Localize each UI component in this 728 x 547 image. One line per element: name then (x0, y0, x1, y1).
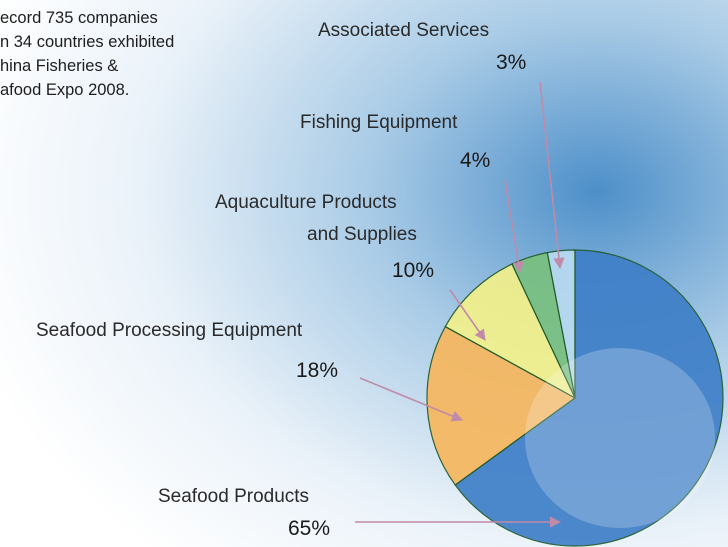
leader-arrow-seafood-processing-equipment (359, 377, 464, 422)
slice-label-seafood-products: Seafood Products (158, 486, 310, 507)
intro-line: hina Fisheries & (0, 57, 119, 75)
slice-value-aquaculture: 10% (392, 259, 435, 282)
slice-value-fishing-equipment: 4% (460, 149, 491, 172)
leader-arrow-aquaculture-products-and-supplies (449, 289, 486, 341)
slice-label-aquaculture-line1: Aquaculture Products (215, 192, 397, 213)
leader-arrows (355, 81, 565, 528)
slice-value-seafood-processing-equipment: 18% (296, 359, 339, 382)
slice-label-aquaculture-line2: and Supplies (307, 224, 417, 245)
pie-highlight (525, 348, 715, 528)
slice-value-seafood-products: 65% (288, 517, 331, 540)
leader-arrow-associated-services (539, 81, 565, 270)
leader-arrow-fishing-equipment (504, 179, 524, 274)
intro-line: n 34 countries exhibited (0, 33, 175, 51)
pie-slice-seafood-products (454, 249, 724, 547)
slice-label-seafood-processing-equipment: Seafood Processing Equipment (36, 320, 303, 341)
pie-slices (426, 249, 724, 547)
intro-text: ecord 735 companies n 34 countries exhib… (0, 6, 260, 102)
slice-label-associated-services: Associated Services (318, 20, 490, 41)
intro-line: afood Expo 2008. (0, 81, 130, 99)
intro-line: ecord 735 companies (0, 9, 158, 27)
slice-label-fishing-equipment: Fishing Equipment (300, 112, 458, 133)
pie-slice-seafood-processing-equipment (426, 325, 577, 486)
pie-slice-aquaculture-products-and-supplies (444, 263, 577, 400)
slice-value-associated-services: 3% (496, 51, 527, 74)
